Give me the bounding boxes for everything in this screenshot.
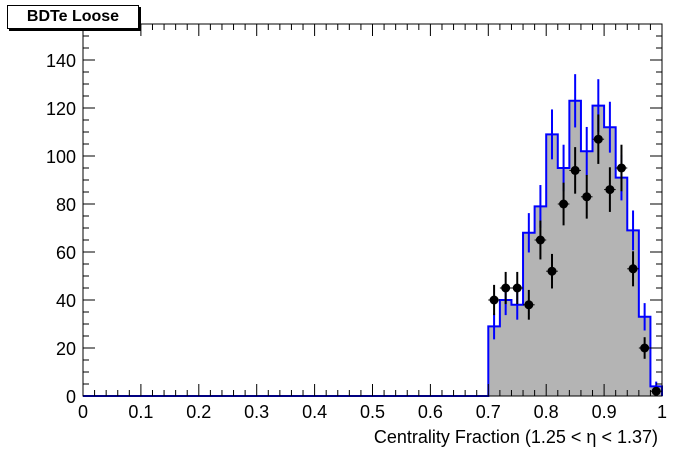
y-tick-label: 0 — [66, 387, 76, 407]
data-point — [570, 165, 580, 175]
data-point — [535, 235, 545, 245]
y-tick-label: 80 — [56, 195, 76, 215]
y-tick-label: 60 — [56, 243, 76, 263]
tick-labels: 0 0.1 0.2 0.3 0.4 0.5 0.6 0.7 0.8 0.9 1 0 20 40 60 80 10… — [46, 51, 667, 422]
data-point — [640, 343, 650, 353]
y-tick-label: 120 — [46, 99, 76, 119]
data-point — [593, 134, 603, 144]
x-tick-label: 0.4 — [302, 402, 327, 422]
x-tick-label: 0.2 — [186, 402, 211, 422]
x-tick-label: 0 — [78, 402, 88, 422]
data-point — [512, 283, 522, 293]
x-tick-label: 0.7 — [476, 402, 501, 422]
y-tick-label: 20 — [56, 339, 76, 359]
data-point — [616, 163, 626, 173]
x-tick-label: 0.5 — [360, 402, 385, 422]
data-point — [651, 386, 661, 396]
data-point — [582, 192, 592, 202]
axis-ticks — [82, 23, 663, 397]
x-tick-label: 1 — [657, 402, 667, 422]
x-tick-label: 0.1 — [128, 402, 153, 422]
x-tick-label: 0.9 — [592, 402, 617, 422]
x-tick-label: 0.6 — [418, 402, 443, 422]
histogram-layer — [83, 74, 663, 397]
data-point — [524, 300, 534, 310]
data-points-layer — [488, 114, 662, 396]
x-tick-label: 0.8 — [534, 402, 559, 422]
y-tick-label: 140 — [46, 51, 76, 71]
data-point — [501, 283, 511, 293]
data-point — [605, 185, 615, 195]
y-tick-label: 40 — [56, 291, 76, 311]
data-point — [559, 199, 569, 209]
histogram-outline — [83, 99, 663, 397]
x-tick-label: 0.3 — [244, 402, 269, 422]
x-axis-label: Centrality Fraction (1.25 < η < 1.37) — [374, 427, 658, 447]
histogram-fill — [83, 100, 662, 397]
y-tick-label: 100 — [46, 147, 76, 167]
data-point — [628, 264, 638, 274]
chart-title: BDTe Loose — [7, 5, 139, 29]
data-point — [547, 266, 557, 276]
data-point — [489, 295, 499, 305]
